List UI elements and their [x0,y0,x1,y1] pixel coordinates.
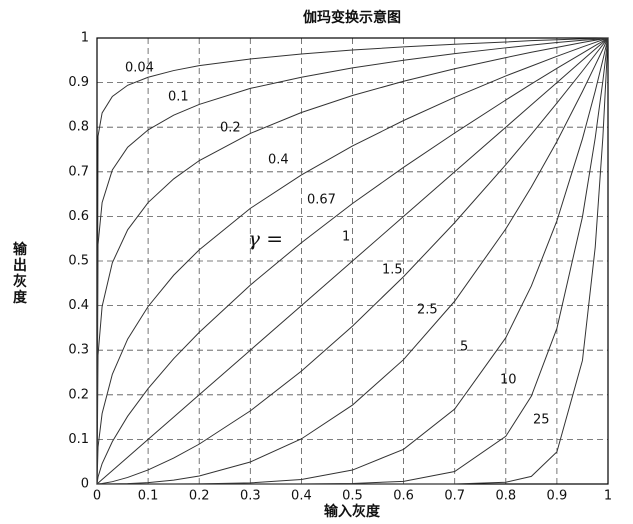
y-tick-label: 0.5 [68,254,89,269]
y-tick-label: 0 [81,477,89,492]
y-tick-label: 0.9 [68,75,89,90]
curve-label: 25 [533,413,550,428]
gamma-curve [97,37,609,485]
gamma-curve [96,37,609,485]
curve-label: 0.1 [168,90,189,105]
curve-label: 1.5 [382,263,403,278]
x-tick-label: 1 [604,489,612,504]
curve-label: 10 [500,373,517,388]
x-tick-label: 0.7 [444,489,465,504]
gamma-curve [96,37,609,485]
x-tick-label: 0.3 [240,489,261,504]
y-tick-label: 1 [81,31,89,46]
curve-label: 1 [342,230,350,245]
curve-label: 0.04 [125,61,154,76]
x-axis-label: 输入灰度 [324,503,381,520]
x-tick-label: 0.6 [393,489,414,504]
x-tick-label: 0 [93,489,101,504]
chart-title: 伽玛变换示意图 [303,9,401,26]
gamma-curve [96,37,609,485]
x-tick-label: 0.2 [189,489,210,504]
y-axis-label: 输出灰度 [13,241,28,306]
gamma-curve [96,37,609,485]
curve-label: 0.67 [307,193,336,208]
gamma-curve [96,37,609,485]
curve-label: 5 [460,340,468,355]
y-tick-label: 0.4 [68,298,89,313]
y-tick-label: 0.8 [68,120,89,135]
y-tick-label: 0.6 [68,209,89,224]
curve-label: 0.2 [220,121,241,136]
gamma-curve [96,37,609,485]
y-tick-label: 0.2 [68,387,89,402]
x-tick-label: 0.1 [138,489,159,504]
x-tick-label: 0.4 [291,489,312,504]
x-tick-label: 0.8 [495,489,516,504]
y-tick-label: 0.1 [68,432,89,447]
curve-label: 0.4 [268,153,289,168]
gamma-annotation: γ = [248,227,283,251]
y-tick-label: 0.3 [68,343,89,358]
x-tick-label: 0.5 [342,489,363,504]
curve-label: 2.5 [417,303,438,318]
gamma-curve [96,37,609,485]
x-tick-label: 0.9 [547,489,568,504]
y-tick-label: 0.7 [68,164,89,179]
